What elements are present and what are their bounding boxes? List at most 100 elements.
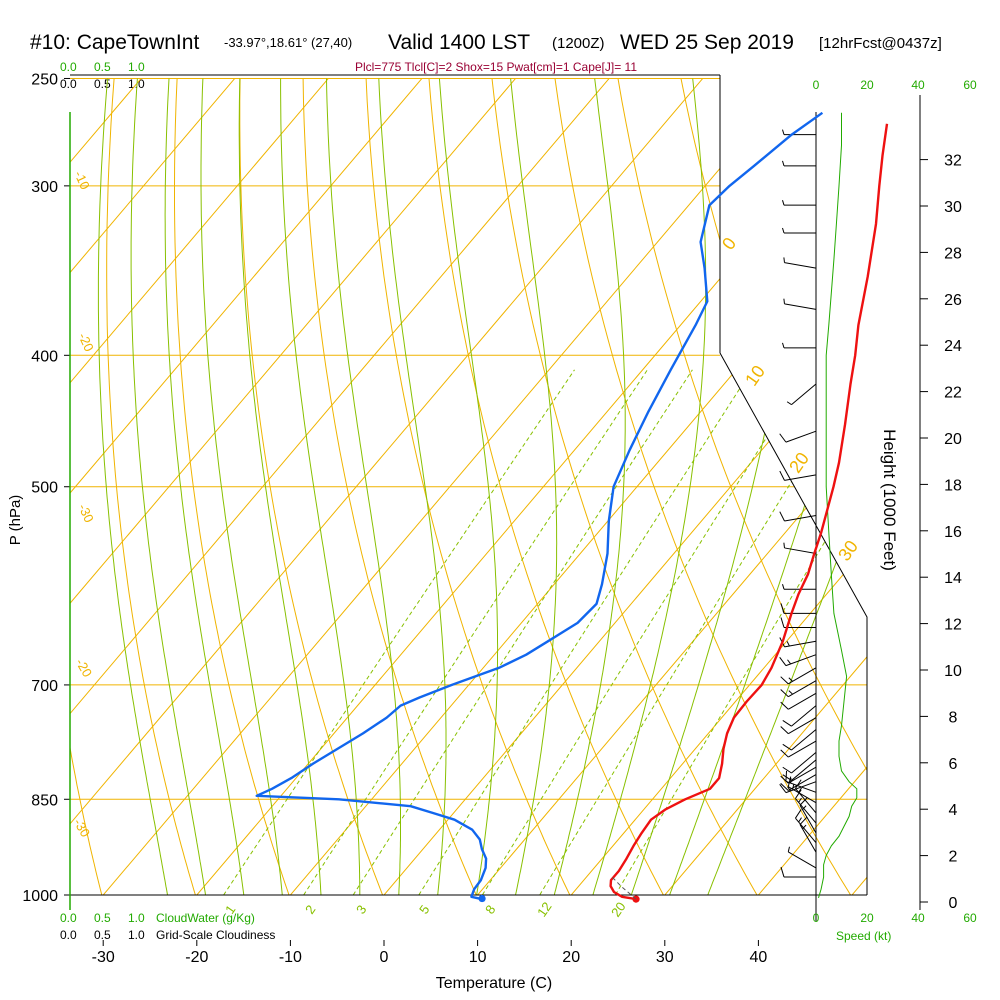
wind-barb [780,866,816,878]
pressure-tick-label: 400 [31,348,58,365]
isotherm-line [664,656,867,895]
dry-adiabat-line [617,78,867,772]
mixing-ratio-label: 12 [534,899,555,919]
moist-adiabat-line [164,78,245,895]
temperature-tick-label: 0 [380,949,389,966]
wind-barb [782,759,817,781]
cloudiness-label: Grid-Scale Cloudiness [156,928,275,942]
cloud-scale-value: 1.0 [128,911,145,925]
wind-profile [779,112,858,922]
wind-barb [799,797,817,834]
height-tick-label: 28 [944,245,962,262]
cloud-scale-bottom-green: 0.0 0.5 1.0 CloudWater (g/Kg) [60,911,255,925]
wind-barb [782,705,817,727]
wind-barb [780,680,817,698]
cloud-scale-value: 0.5 [94,911,111,925]
temperature-tick-label: 10 [469,949,487,966]
moist-adiabat-line [130,78,207,895]
speed-tick-label: 60 [963,911,977,925]
cloud-scale-value: 0.0 [60,60,77,74]
wind-barb [779,654,817,667]
moist-adiabat-line [97,78,169,895]
height-tick-label: 30 [944,199,962,216]
moist-adiabat-line [378,78,447,895]
wind-barb [787,846,817,869]
wind-barb [779,470,817,481]
cloud-scale-value: 0.5 [94,60,111,74]
dry-adiabat-line [428,78,664,895]
speed-tick-label: 20 [860,78,874,92]
speed-tick-label: 0 [813,911,820,925]
mixing-ratio-label: 3 [353,902,369,917]
moist-adiabat-line [592,78,707,895]
wind-barb [780,717,817,735]
moist-adiabat-line [200,78,283,895]
wind-barb [795,809,817,843]
wind-barb [782,227,816,234]
moist-adiabat-line [510,78,558,895]
x-axis-label: Temperature (C) [436,975,552,992]
dry-adiabat-line [933,79,1000,924]
isotherm-label: -30 [75,501,97,524]
wind-barb [779,511,817,522]
mixing-ratio-line [418,369,753,895]
cloud-scale-value: 1.0 [128,60,145,74]
cloud-water-label: CloudWater (g/Kg) [156,911,255,925]
sounding-series [255,111,889,903]
isotherm-line [70,78,423,494]
wind-barb [779,430,817,443]
dry-adiabat-line [996,79,1000,924]
wind-barb [780,667,817,685]
wind-barb [780,603,816,614]
mixing-ratio-line [352,369,693,895]
cloud-scale-value: 1.0 [128,928,145,942]
mixing-ratio-label: 8 [482,902,498,917]
height-tick-label: 24 [944,338,962,355]
wind-barb [780,617,816,629]
temperature-tick-label: -30 [92,949,115,966]
cloud-scale-value: 0.5 [94,77,111,91]
height-axis-label: Height (1000 Feet) [880,429,899,571]
wind-barb [780,692,817,710]
cloud-scale-value: 0.5 [94,928,111,942]
mixing-ratio-line [614,470,867,895]
wind-barb [782,342,816,349]
mixing-ratio-label: 20 [608,899,629,919]
wind-barb [783,542,817,554]
isotherm-line [70,78,516,605]
height-tick-label: 32 [944,153,962,170]
speed-tick-label: 40 [911,78,925,92]
height-tick-label: 2 [949,849,958,866]
mixing-ratio-line [481,369,810,895]
height-tick-label: 22 [944,385,962,402]
wind-barb [782,160,816,167]
pressure-tick-label: 500 [31,480,58,497]
isotherm-line [289,214,867,895]
plot-border-segment [719,352,868,895]
mixing-ratio-label: 5 [416,902,432,917]
pressure-tick-label: 1000 [22,888,58,905]
plot-frame [70,74,868,896]
height-tick-label: 18 [944,477,962,494]
temperature-tick-label: 20 [562,949,580,966]
cloud-scale-value: 0.0 [60,77,77,91]
temperature-tick-label: -10 [279,949,302,966]
speed-tick-label: 40 [911,911,925,925]
dry-adiabat-line [70,744,103,895]
wind-barb [782,129,816,136]
mixing-ratio-line [303,369,648,895]
isotherm-line [70,78,236,274]
pressure-tick-label: 850 [31,792,58,809]
y-axis-label: P (hPa) [7,495,24,546]
height-tick-label: 4 [949,802,958,819]
mixing-ratio-line [223,369,575,895]
forecast-label: [12hrFcst@0437z] [819,35,942,52]
isotherm-line [570,545,867,895]
moist-adiabat-line [238,78,322,895]
dry-adiabat-line [491,78,758,895]
dewpoint-surface-marker [478,894,486,903]
temperature-tick-label: 30 [656,949,674,966]
moist-adiabat-line [707,477,867,895]
